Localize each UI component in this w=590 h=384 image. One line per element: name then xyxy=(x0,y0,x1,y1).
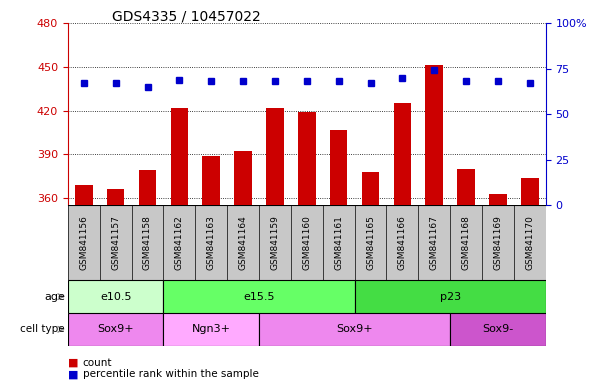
Text: GDS4335 / 10457022: GDS4335 / 10457022 xyxy=(112,10,261,23)
Text: GSM841167: GSM841167 xyxy=(430,215,439,270)
Text: p23: p23 xyxy=(440,291,461,302)
Text: count: count xyxy=(83,358,112,368)
Text: GSM841157: GSM841157 xyxy=(111,215,120,270)
Bar xyxy=(234,151,252,205)
Text: e15.5: e15.5 xyxy=(243,291,275,302)
Text: GSM841169: GSM841169 xyxy=(493,215,503,270)
Bar xyxy=(425,65,443,205)
Text: Sox9-: Sox9- xyxy=(483,324,513,334)
Bar xyxy=(202,156,220,205)
Text: ■: ■ xyxy=(68,358,78,368)
Bar xyxy=(107,189,124,205)
Text: GSM841164: GSM841164 xyxy=(238,215,248,270)
Text: GSM841158: GSM841158 xyxy=(143,215,152,270)
Bar xyxy=(394,103,411,205)
Text: age: age xyxy=(44,291,65,302)
Text: GSM841159: GSM841159 xyxy=(270,215,280,270)
Bar xyxy=(355,280,546,313)
Bar xyxy=(489,194,507,205)
Text: GSM841161: GSM841161 xyxy=(334,215,343,270)
Bar xyxy=(450,313,546,346)
Text: Sox9+: Sox9+ xyxy=(97,324,134,334)
Text: Ngn3+: Ngn3+ xyxy=(192,324,231,334)
Text: percentile rank within the sample: percentile rank within the sample xyxy=(83,369,258,379)
Bar xyxy=(139,170,156,205)
Bar xyxy=(521,178,539,205)
Text: GSM841163: GSM841163 xyxy=(206,215,216,270)
Text: GSM841160: GSM841160 xyxy=(302,215,312,270)
Text: e10.5: e10.5 xyxy=(100,291,132,302)
Bar xyxy=(259,313,450,346)
Bar xyxy=(68,280,163,313)
Bar xyxy=(362,172,379,205)
Bar xyxy=(171,108,188,205)
Bar xyxy=(330,129,348,205)
Text: cell type: cell type xyxy=(20,324,65,334)
Bar xyxy=(75,185,93,205)
Bar xyxy=(298,112,316,205)
Bar xyxy=(457,169,475,205)
Text: GSM841156: GSM841156 xyxy=(79,215,88,270)
Text: Sox9+: Sox9+ xyxy=(336,324,373,334)
Text: GSM841162: GSM841162 xyxy=(175,215,184,270)
Text: GSM841170: GSM841170 xyxy=(525,215,535,270)
Bar xyxy=(163,280,355,313)
Text: GSM841165: GSM841165 xyxy=(366,215,375,270)
Text: GSM841166: GSM841166 xyxy=(398,215,407,270)
Text: GSM841168: GSM841168 xyxy=(461,215,471,270)
Bar xyxy=(68,313,163,346)
Bar xyxy=(163,313,259,346)
Text: ■: ■ xyxy=(68,369,78,379)
Bar xyxy=(266,108,284,205)
